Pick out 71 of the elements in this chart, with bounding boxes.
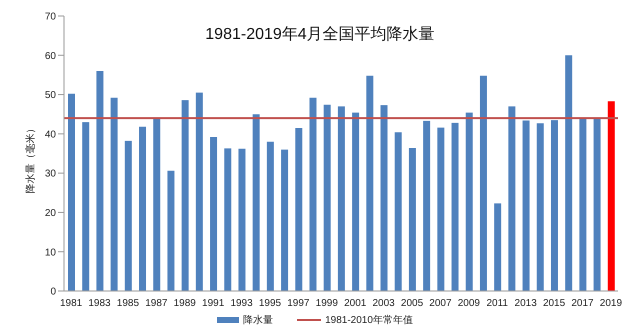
x-tick-label: 2013 [514,298,538,310]
bar [182,100,189,291]
bar [252,114,260,291]
legend-label: 降水量 [242,314,274,327]
bar [210,137,218,291]
x-tick-label: 1989 [174,298,196,310]
bar [437,128,444,291]
y-tick-label: 50 [44,90,56,102]
bar [68,94,75,291]
x-tick-label: 2003 [372,298,396,310]
y-tick-label: 70 [44,12,56,23]
bar [466,112,473,291]
x-tick-label: 2005 [400,298,424,310]
bar [452,122,459,291]
bar [82,122,90,291]
x-tick-label: 1985 [116,298,140,310]
bar [536,123,544,291]
bar [352,112,360,291]
bar [309,98,316,291]
bar [281,150,288,291]
bar [167,170,174,291]
y-tick-label: 40 [44,129,56,140]
bar [423,120,430,291]
bar [266,142,274,291]
text: 1981-2019年4月全国平均降水量 [204,24,436,45]
x-tick-label: 1991 [202,298,225,310]
x-tick-label: 2019 [600,298,622,310]
bar [324,104,331,291]
x-tick-label: 2009 [458,298,480,310]
bar [579,118,586,291]
bar [196,92,203,291]
bar [238,148,246,291]
bar [408,148,416,291]
y-tick-label: 20 [44,208,56,219]
x-tick-label: 1987 [145,298,168,310]
bar [139,126,146,291]
bar [338,106,345,291]
y-tick-label: 0 [50,286,56,298]
bar [594,118,601,291]
x-tick-label: 1995 [258,298,282,310]
x-tick-label: 2007 [429,298,452,310]
x-tick-label: 2011 [486,298,508,310]
x-tick-label: 1999 [316,298,338,310]
y-tick-label: 30 [44,168,56,180]
bar [565,55,572,291]
bar [608,101,615,291]
x-tick-label: 2017 [571,298,594,310]
x-tick-label: 2001 [344,298,367,310]
bar [96,71,104,291]
x-tick-label: 1993 [230,298,254,310]
bar [494,203,502,291]
y-tick-label: 10 [44,247,56,258]
bar [380,105,388,291]
bar [550,120,558,291]
x-tick-label: 2015 [542,298,566,310]
y-tick-label: 60 [44,50,56,62]
bar [110,98,118,291]
y-axis-title: 降水量（毫米） [24,124,37,194]
bar [480,76,487,291]
bar [522,120,530,291]
bar [153,118,160,291]
bar [508,106,516,291]
x-tick-label: 1981 [60,298,83,310]
x-tick-label: 1997 [287,298,310,310]
bar [295,128,302,291]
bar [366,76,374,291]
bar [124,140,132,291]
x-tick-label: 1983 [88,298,112,310]
bar [224,148,232,291]
legend-label: 1981-2010年常年值 [324,314,413,327]
bar [394,132,402,291]
